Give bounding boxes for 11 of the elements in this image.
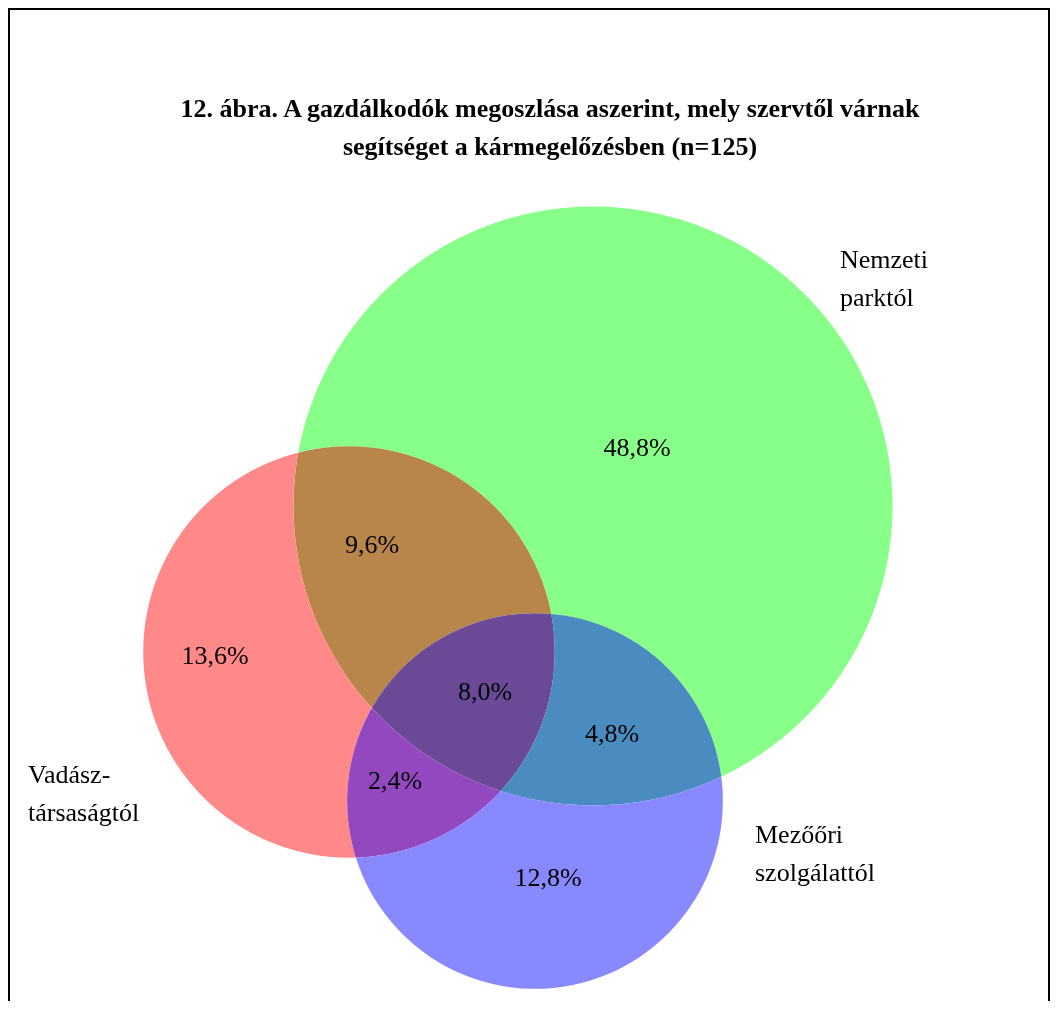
data-label: 12,8% [514,862,582,892]
text: Nemzeti parktól [840,245,929,312]
text: 12. ábra. A gazdálkodók megoszlása aszerint, mely szervtől várnak segítséget a kármegelőzésben (n=125) [179,93,921,163]
data-label: 2,4% [367,765,423,795]
data-label: 48,8% [603,432,671,462]
data-label: 8,0% [457,676,513,706]
data-label: 13,6% [181,640,249,670]
text: Vadász- társaságtól [28,760,140,827]
data-label: 9,6% [344,529,400,559]
data-label: 4,8% [584,718,640,748]
text: Mezőőri szolgálattól [755,820,875,887]
